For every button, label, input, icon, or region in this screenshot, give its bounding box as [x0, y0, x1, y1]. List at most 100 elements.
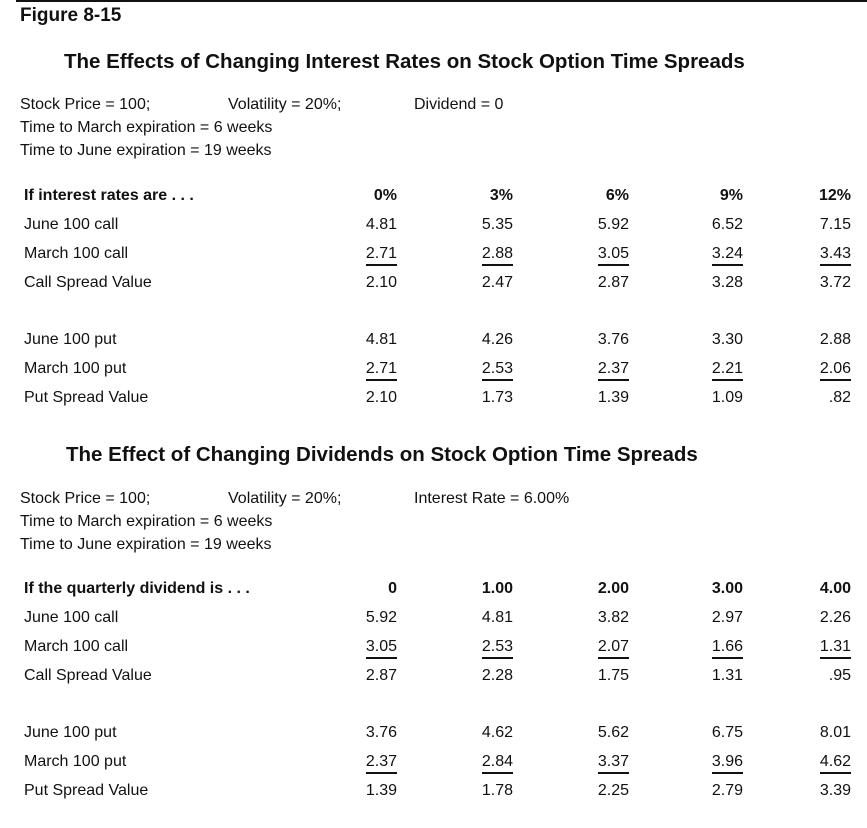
row-label: Call Spread Value	[24, 274, 152, 291]
param-march-time: Time to March expiration = 6 weeks	[20, 119, 273, 136]
cell-value-underlined: 3.05	[597, 245, 629, 266]
param-volatility: Volatility = 20%;	[228, 96, 342, 113]
cell-value-underlined: 3.43	[819, 245, 851, 266]
cell-value: 5.92	[597, 216, 629, 233]
row-label: March 100 put	[24, 360, 127, 377]
cell-value: 6.75	[711, 724, 743, 741]
figure-label: Figure 8-15	[20, 5, 122, 26]
table-row: Call Spread Value 2.10 2.47 2.87 3.28 3.…	[24, 271, 867, 300]
cell-value-underlined: 2.53	[481, 360, 513, 381]
table-row: March 100 put 2.71 2.53 2.37 2.21 2.06	[24, 357, 867, 386]
cell-value: .82	[828, 389, 851, 406]
cell-value: 2.97	[711, 609, 743, 626]
header-col: 1.00	[481, 580, 513, 597]
cell-value-underlined: 1.66	[711, 638, 743, 659]
row-spacer	[24, 693, 867, 721]
cell-value: 1.31	[711, 667, 743, 684]
cell-value: 2.79	[711, 782, 743, 799]
cell-value: 1.73	[481, 389, 513, 406]
header-col: 0%	[373, 187, 397, 204]
cell-value: 3.76	[597, 331, 629, 348]
table-row: June 100 call 5.92 4.81 3.82 2.97 2.26	[24, 606, 867, 635]
cell-value: 3.39	[819, 782, 851, 799]
top-rule	[16, 0, 867, 2]
cell-value-underlined: 1.31	[819, 638, 851, 659]
cell-value-underlined: 2.84	[481, 753, 513, 774]
section-title-dividends: The Effect of Changing Dividends on Stoc…	[66, 443, 698, 466]
cell-value: 2.10	[365, 274, 397, 291]
cell-value: 8.01	[819, 724, 851, 741]
row-label: March 100 call	[24, 638, 129, 655]
cell-value-underlined: 2.71	[365, 245, 397, 266]
table-dividends: If the quarterly dividend is . . . 0 1.0…	[24, 577, 867, 808]
param-interest-rate: Interest Rate = 6.00%	[414, 490, 570, 507]
cell-value-underlined: 2.88	[481, 245, 513, 266]
section-title-interest: The Effects of Changing Interest Rates o…	[64, 50, 745, 73]
cell-value: 5.92	[365, 609, 397, 626]
row-label: June 100 put	[24, 331, 117, 348]
cell-value-underlined: 2.53	[481, 638, 513, 659]
param-march-time: Time to March expiration = 6 weeks	[20, 513, 273, 530]
header-col: 0	[388, 580, 397, 597]
row-label: June 100 put	[24, 724, 117, 741]
cell-value: 5.62	[597, 724, 629, 741]
cell-value-underlined: 2.37	[365, 753, 397, 774]
row-label: March 100 call	[24, 245, 129, 262]
cell-value: 2.88	[819, 331, 851, 348]
cell-value: 4.62	[481, 724, 513, 741]
param-volatility: Volatility = 20%;	[228, 490, 342, 507]
cell-value: 3.28	[711, 274, 743, 291]
cell-value: 1.39	[597, 389, 629, 406]
cell-value-underlined: 4.62	[819, 753, 851, 774]
header-col: 6%	[605, 187, 629, 204]
cell-value-underlined: 3.96	[711, 753, 743, 774]
header-label: If interest rates are . . .	[24, 187, 194, 204]
cell-value: 2.87	[365, 667, 397, 684]
cell-value: 1.09	[711, 389, 743, 406]
cell-value: 7.15	[819, 216, 851, 233]
row-label: June 100 call	[24, 609, 119, 626]
row-label: Put Spread Value	[24, 389, 149, 406]
table-row: March 100 call 2.71 2.88 3.05 3.24 3.43	[24, 242, 867, 271]
cell-value-underlined: 3.37	[597, 753, 629, 774]
cell-value-underlined: 2.07	[597, 638, 629, 659]
cell-value: 3.82	[597, 609, 629, 626]
cell-value: 3.30	[711, 331, 743, 348]
header-col: 9%	[719, 187, 743, 204]
row-label: March 100 put	[24, 753, 127, 770]
cell-value: 5.35	[481, 216, 513, 233]
param-june-time: Time to June expiration = 19 weeks	[20, 142, 272, 159]
table-header-row: If interest rates are . . . 0% 3% 6% 9% …	[24, 184, 867, 213]
header-label: If the quarterly dividend is . . .	[24, 580, 250, 597]
row-spacer	[24, 300, 867, 328]
cell-value: 2.10	[365, 389, 397, 406]
cell-value: 1.39	[365, 782, 397, 799]
cell-value: 3.76	[365, 724, 397, 741]
param-june-time: Time to June expiration = 19 weeks	[20, 536, 272, 553]
cell-value: 1.75	[597, 667, 629, 684]
cell-value: 2.28	[481, 667, 513, 684]
param-stock-price: Stock Price = 100;	[20, 96, 151, 113]
table-row: Put Spread Value 2.10 1.73 1.39 1.09 .82	[24, 386, 867, 415]
table-row: March 100 call 3.05 2.53 2.07 1.66 1.31	[24, 635, 867, 664]
cell-value: 4.26	[481, 331, 513, 348]
cell-value-underlined: 2.71	[365, 360, 397, 381]
cell-value-underlined: 2.06	[819, 360, 851, 381]
cell-value-underlined: 3.24	[711, 245, 743, 266]
cell-value-underlined: 2.21	[711, 360, 743, 381]
row-label: Put Spread Value	[24, 782, 149, 799]
cell-value: 2.87	[597, 274, 629, 291]
table-row: Put Spread Value 1.39 1.78 2.25 2.79 3.3…	[24, 779, 867, 808]
table-interest-rates: If interest rates are . . . 0% 3% 6% 9% …	[24, 184, 867, 415]
table-row: Call Spread Value 2.87 2.28 1.75 1.31 .9…	[24, 664, 867, 693]
cell-value: 1.78	[481, 782, 513, 799]
cell-value-underlined: 2.37	[597, 360, 629, 381]
header-col: 4.00	[819, 580, 851, 597]
cell-value: 4.81	[365, 331, 397, 348]
cell-value: 2.25	[597, 782, 629, 799]
cell-value: .95	[828, 667, 851, 684]
cell-value: 4.81	[481, 609, 513, 626]
table-row: March 100 put 2.37 2.84 3.37 3.96 4.62	[24, 750, 867, 779]
table-row: June 100 put 4.81 4.26 3.76 3.30 2.88	[24, 328, 867, 357]
header-col: 3.00	[711, 580, 743, 597]
